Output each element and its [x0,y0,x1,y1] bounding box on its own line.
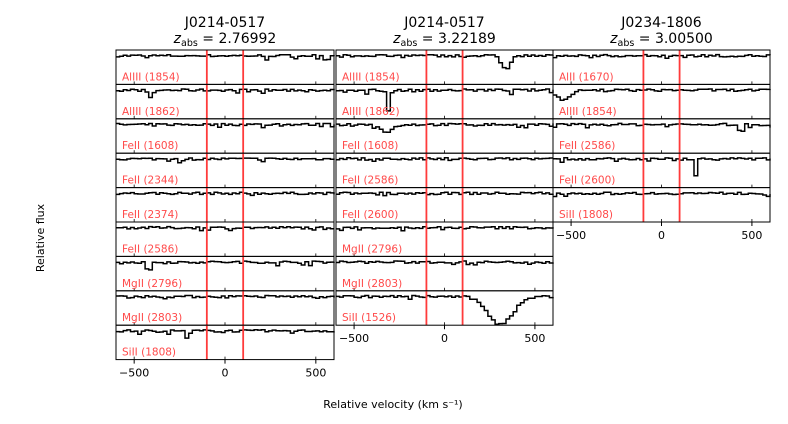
panel-grid: AlIII (1854) AlIII (1862) FeII (1608) FeII … [115,49,771,361]
panel-0-8: SiII (1808) [115,324,335,361]
spectrum-line [336,260,554,266]
spectrum-line [116,191,335,197]
ion-label: FeII (2600) [342,209,398,221]
spectrum-line [553,191,771,198]
ion-label: SiII (1526) [342,312,396,324]
x-tick-label: 0 [222,367,229,380]
ion-label: MgII (2803) [342,278,402,290]
x-tick-label: 500 [741,229,762,242]
column-title: J0234-1806 [620,15,702,31]
panel-2-4: SiII (1808) [552,187,771,223]
ion-label: SiII (1808) [559,209,613,221]
ion-label: FeII (2600) [559,175,615,187]
panel-0-6: MgII (2796) [115,255,335,292]
column-title: J0214-0517 [184,15,265,31]
panel-0-0: AlIII (1854) [115,49,335,85]
ion-label: FeII (2586) [342,175,398,187]
panel-1-5: MgII (2796) [335,221,554,257]
panel-1-3: FeII (2586) [335,152,554,189]
panel-2-0: AlII (1670) [552,49,771,85]
spectrum-line [116,294,335,300]
x-tick-label: −500 [339,332,369,345]
spectrum-line [116,329,335,339]
spectrum-line [553,53,771,59]
ion-label: AlIII (1862) [342,106,400,118]
x-tick-label: −500 [119,367,149,380]
spectrum-line [336,191,554,197]
ion-label: AlIII (1854) [122,71,180,83]
spectrum-line [116,88,335,99]
spectrum-line [116,54,335,61]
spectrum-line [336,226,554,232]
column-redshift: zabs = 3.22189 [392,31,496,49]
column-title: J0214-0517 [403,15,484,31]
ion-label: FeII (1608) [122,140,178,152]
x-tick-labels: −500 0 500 −500 0 500 −500 0 500 [119,222,762,380]
spectrum-line [116,122,335,129]
spectrum-line [336,294,554,325]
spectrum-line [336,53,554,70]
spectrum-line [553,122,771,133]
ion-label: AlIII (1854) [559,106,617,118]
spectrum-line [553,88,771,101]
ion-label: FeII (2586) [122,243,178,255]
column-redshift: zabs = 3.00500 [609,31,713,49]
panel-0-3: FeII (2344) [115,152,335,189]
panel-2-2: FeII (2586) [552,118,771,154]
ion-label: FeII (1608) [342,140,398,152]
x-tick-label: 0 [658,229,665,242]
x-tick-label: −500 [556,229,586,242]
panel-0-2: FeII (1608) [115,118,335,154]
panel-0-4: FeII (2374) [115,187,335,223]
column-redshift: zabs = 2.76992 [173,31,277,49]
panel-0-1: AlIII (1862) [115,83,335,120]
panel-1-1: AlIII (1862) [335,83,554,120]
spectrum-line [116,225,334,232]
ion-label: SiII (1808) [122,347,176,359]
ion-label: MgII (2796) [342,243,402,255]
spectrum-line [336,157,553,163]
panel-1-2: FeII (1608) [335,118,554,154]
ion-label: MgII (2796) [122,278,182,290]
y-axis-label: Relative flux [34,203,47,272]
x-tick-label: 0 [441,332,448,345]
ion-label: AlIII (1854) [342,71,400,83]
ion-label: AlII (1670) [559,71,614,83]
panel-1-4: FeII (2600) [335,187,554,223]
panel-2-1: AlIII (1854) [552,83,771,120]
x-tick-label: 500 [524,332,545,345]
spectrum-line [336,122,554,133]
panel-1-6: MgII (2803) [335,255,554,292]
ion-label: FeII (2586) [559,140,615,152]
x-tick-label: 500 [305,367,326,380]
ion-label: MgII (2803) [122,312,182,324]
x-axis-label: Relative velocity (km s⁻¹) [323,398,462,411]
panel-0-5: FeII (2586) [115,221,335,257]
spectrum-line [336,88,554,112]
panel-0-7: MgII (2803) [115,290,335,326]
panel-2-3: FeII (2600) [552,152,771,189]
spectrum-line [116,260,335,271]
ion-label: FeII (2374) [122,209,178,221]
ion-label: FeII (2344) [122,175,178,187]
panel-1-7: SiII (1526) [335,290,554,326]
ion-label: AlIII (1862) [122,106,180,118]
spectrum-line [553,157,771,177]
spectrum-line [116,157,335,164]
panel-1-0: AlIII (1854) [335,49,554,85]
